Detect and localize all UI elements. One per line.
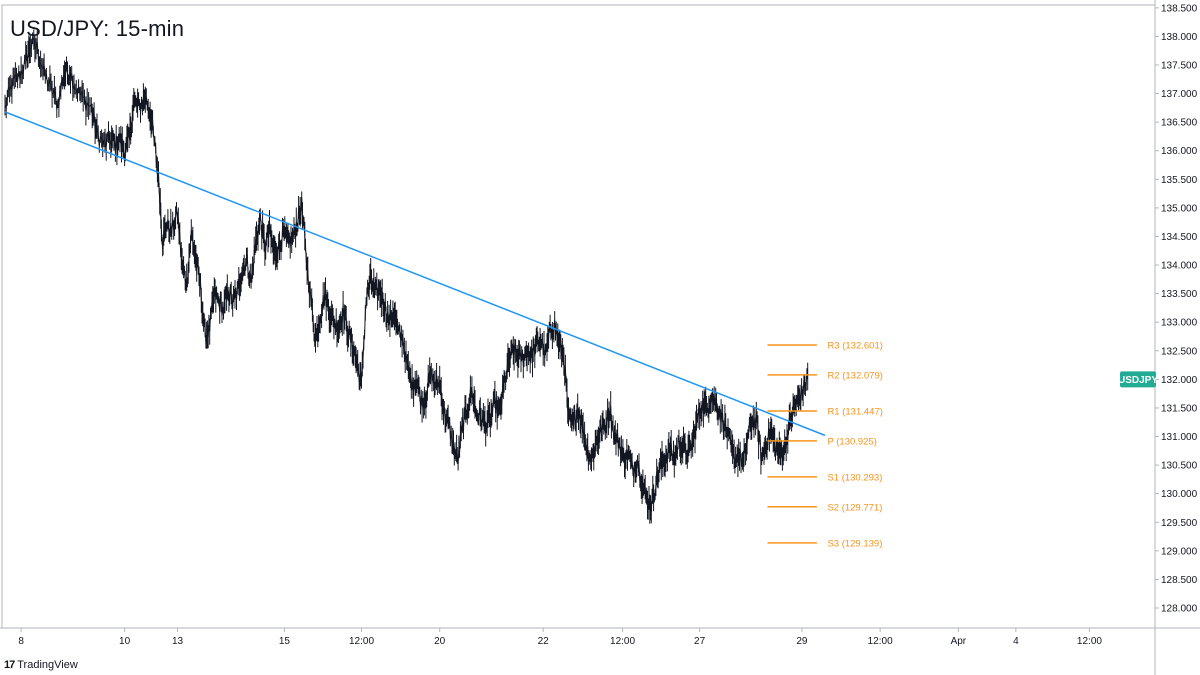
symbol-badge-text: USDJPY	[1118, 375, 1158, 386]
y-tick-label: 138.500	[1161, 3, 1198, 14]
pivot-label: S1 (130.293)	[827, 472, 882, 483]
price-wicks	[4, 29, 809, 524]
pivot-level: S3 (129.139)	[767, 538, 882, 549]
y-tick-label: 138.000	[1161, 32, 1198, 43]
brand-name: TradingView	[17, 659, 78, 671]
symbol-badge: USDJPY	[1118, 371, 1158, 388]
y-tick-label: 137.000	[1161, 89, 1198, 100]
x-tick-label: 27	[694, 636, 706, 647]
pivot-label: P (130.925)	[827, 436, 876, 447]
trendline	[4, 111, 826, 437]
y-tick-label: 134.500	[1161, 232, 1198, 243]
tradingview-brand[interactable]: 17 TradingView	[4, 659, 78, 671]
symbol-badge-bg	[1120, 371, 1156, 388]
pivot-level: R3 (132.601)	[767, 341, 883, 352]
x-tick-label: 12:00	[349, 636, 374, 647]
y-tick-label: 136.000	[1161, 146, 1198, 157]
y-tick-label: 132.000	[1161, 375, 1198, 386]
x-tick-label: Apr	[951, 636, 967, 647]
y-tick-label: 134.000	[1161, 261, 1198, 272]
y-tick-label: 132.500	[1161, 346, 1198, 357]
pivot-label: R2 (132.079)	[827, 370, 882, 381]
y-tick-label: 130.000	[1161, 489, 1198, 500]
pivot-label: R1 (131.447)	[827, 406, 882, 417]
x-tick-label: 12:00	[1077, 636, 1102, 647]
price-series	[4, 29, 809, 524]
x-tick-label: 12:00	[868, 636, 893, 647]
x-tick-label: 13	[172, 636, 184, 647]
pivot-label: S2 (129.771)	[827, 502, 882, 513]
pivot-level: R2 (132.079)	[767, 370, 883, 381]
x-tick-label: 22	[538, 636, 550, 647]
y-tick-label: 135.000	[1161, 203, 1198, 214]
x-tick-label: 20	[434, 636, 446, 647]
price-line	[4, 37, 809, 513]
plot-frame	[1, 4, 1156, 629]
y-tick-label: 131.500	[1161, 403, 1198, 414]
x-tick-label: 12:00	[610, 636, 635, 647]
y-tick-label: 135.500	[1161, 175, 1198, 186]
y-tick-label: 128.000	[1161, 603, 1198, 614]
pivot-level: S1 (130.293)	[767, 472, 882, 483]
x-tick-label: 4	[1013, 636, 1019, 647]
x-tick-label: 29	[796, 636, 808, 647]
pivot-level: P (130.925)	[767, 436, 877, 447]
y-tick-label: 128.500	[1161, 575, 1198, 586]
pivot-label: S3 (129.139)	[827, 538, 882, 549]
x-tick-label: 8	[18, 636, 24, 647]
y-tick-label: 133.500	[1161, 289, 1198, 300]
x-tick-label: 10	[119, 636, 131, 647]
y-tick-label: 136.500	[1161, 118, 1198, 129]
tradingview-logo-icon: 17	[4, 659, 15, 671]
x-tick-label: 15	[279, 636, 291, 647]
y-tick-label: 133.000	[1161, 318, 1198, 329]
pivot-label: R3 (132.601)	[827, 341, 882, 352]
y-tick-label: 129.000	[1161, 546, 1198, 557]
y-tick-label: 130.500	[1161, 461, 1198, 472]
y-tick-label: 129.500	[1161, 518, 1198, 529]
y-tick-label: 131.000	[1161, 432, 1198, 443]
pivot-level: R1 (131.447)	[767, 406, 883, 417]
chart-title: USD/JPY: 15-min	[10, 16, 185, 41]
pivot-level: S2 (129.771)	[767, 502, 882, 513]
y-tick-label: 137.500	[1161, 61, 1198, 72]
